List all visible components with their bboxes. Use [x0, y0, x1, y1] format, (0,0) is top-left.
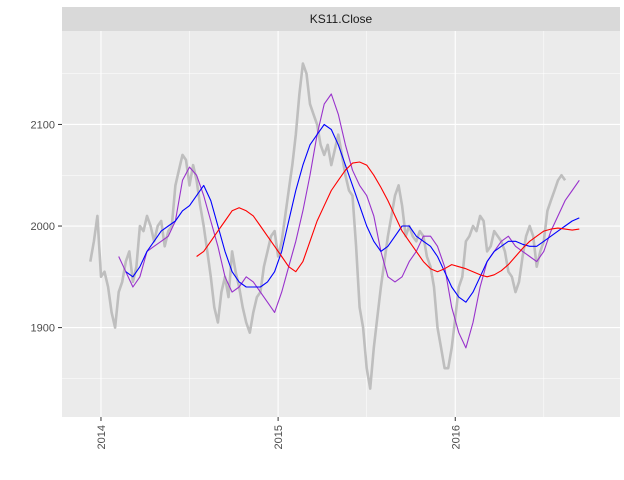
strip-background	[62, 7, 620, 31]
y-tick-label: 2100	[31, 119, 55, 131]
series-line-ma-mid	[125, 123, 580, 303]
series-layer	[89, 62, 580, 390]
x-axis: 2014 2015 2016	[96, 417, 462, 449]
grid	[62, 31, 620, 417]
chart-title: KS11.Close	[310, 12, 373, 26]
y-axis: 1900 2000 2100	[31, 119, 62, 335]
y-tick-label: 2000	[31, 221, 55, 233]
x-tick-label: 2015	[273, 425, 285, 449]
y-tick-label: 1900	[31, 323, 55, 335]
series-line-ma-short	[118, 93, 580, 349]
x-tick-label: 2014	[96, 425, 108, 449]
series-line-close	[89, 62, 567, 390]
plot-panel	[62, 31, 620, 417]
series-line-ma-long	[196, 161, 580, 278]
x-tick-label: 2016	[450, 425, 462, 449]
